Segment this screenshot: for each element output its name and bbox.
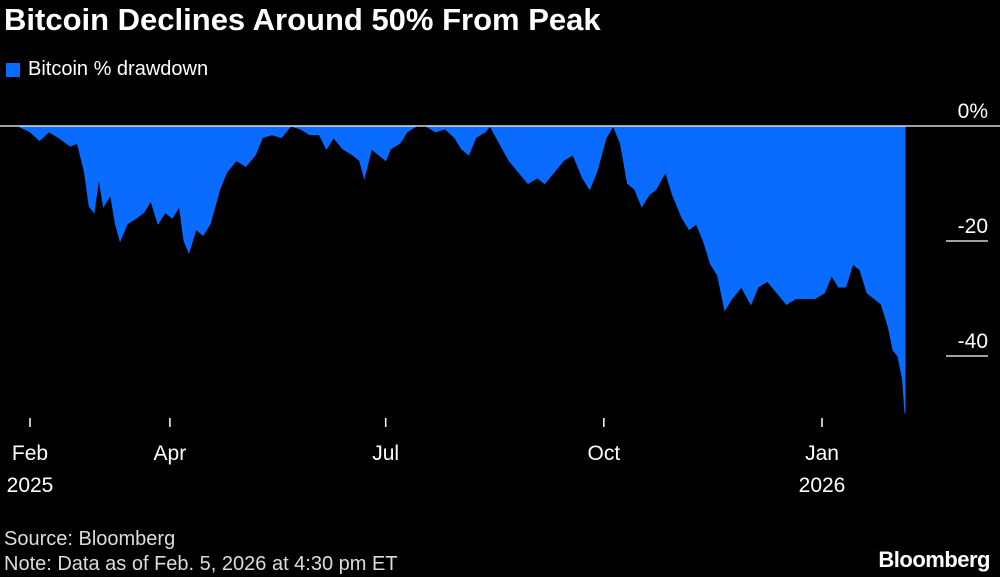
footer: Source: Bloomberg Note: Data as of Feb. … bbox=[4, 527, 398, 577]
source-text: Source: Bloomberg bbox=[4, 528, 176, 550]
x-tick-label: Oct bbox=[588, 442, 621, 465]
legend-swatch bbox=[6, 62, 20, 77]
x-tick-label: Jan bbox=[805, 442, 839, 465]
x-tick-label: Jul bbox=[372, 442, 399, 465]
chart-title: Bitcoin Declines Around 50% From Peak bbox=[4, 2, 601, 37]
y-tick-label: 0% bbox=[958, 100, 988, 123]
x-tick-year-label: 2026 bbox=[799, 474, 846, 497]
x-tick-year-label: 2025 bbox=[7, 474, 54, 497]
legend-label: Bitcoin % drawdown bbox=[28, 58, 209, 80]
x-tick-label: Feb bbox=[12, 442, 48, 465]
legend: Bitcoin % drawdown bbox=[6, 58, 208, 81]
note-text: Note: Data as of Feb. 5, 2026 at 4:30 pm… bbox=[4, 553, 398, 575]
bloomberg-logo: Bloomberg bbox=[878, 547, 990, 572]
drawdown-area bbox=[17, 124, 906, 414]
y-tick-label: -20 bbox=[958, 215, 988, 238]
y-tick-label: -40 bbox=[958, 330, 988, 353]
x-tick-label: Apr bbox=[154, 442, 187, 465]
